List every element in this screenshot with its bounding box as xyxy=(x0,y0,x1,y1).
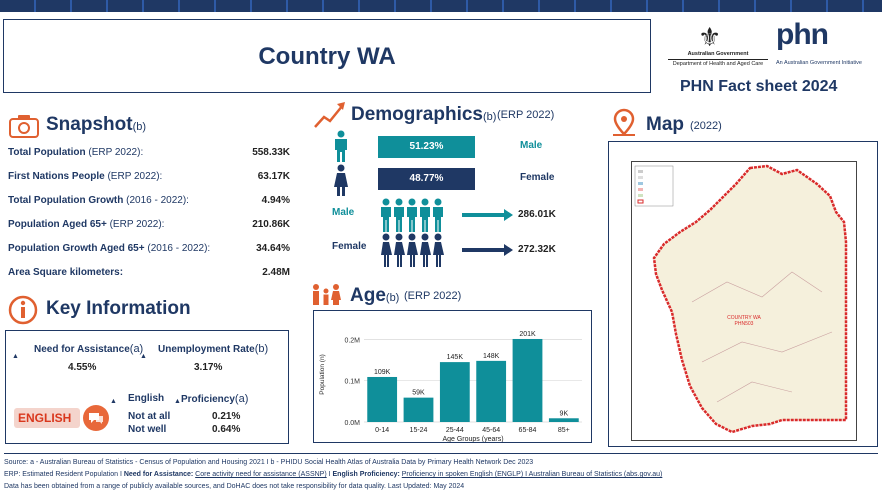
y-tick-label: 0.0M xyxy=(344,420,360,427)
female-label: Female xyxy=(520,172,555,183)
data-label: 201K xyxy=(519,331,536,338)
map-note: (2022) xyxy=(690,120,722,132)
age-bar-chart: 0.0M 0.1M 0.2M Population (n) 109K 0-14 59K 15-… xyxy=(319,331,582,443)
assnp-link[interactable]: Core activity need for assistance (ASSNP… xyxy=(195,471,327,478)
triangle-icon: ▲ xyxy=(140,353,147,360)
y-axis-label: Population (n) xyxy=(319,354,326,394)
footer-disclaimer-line: Data has been obtained from a range of p… xyxy=(4,483,465,490)
page-title: Country WA xyxy=(258,43,396,70)
bar xyxy=(512,338,543,422)
y-tick-label: 0.1M xyxy=(344,379,360,386)
footer-divider xyxy=(4,453,878,454)
data-label: 9K xyxy=(560,410,569,417)
map-pin-icon xyxy=(613,108,635,136)
government-crest-logo: ⚜ Australian Government Department of He… xyxy=(668,22,768,70)
bar xyxy=(403,397,434,422)
family-icon xyxy=(313,284,341,305)
trend-chart-icon xyxy=(314,102,345,128)
female-group-icon xyxy=(381,233,444,267)
female-person-icon xyxy=(334,164,348,196)
not-at-all-label: Not at all xyxy=(128,411,171,422)
info-icon xyxy=(8,295,38,325)
english-badge-text: ENGLISH xyxy=(18,411,72,425)
age-chart-box: 0.0M 0.1M 0.2M Population (n) 109K 0-14 59K 15-… xyxy=(313,310,592,443)
x-tick-label: 15-24 xyxy=(410,427,428,434)
englp-link[interactable]: Proficiency in spoken English (ENGLP) I … xyxy=(401,471,663,478)
female-count-label: Female xyxy=(332,241,367,252)
not-well-label: Not well xyxy=(128,424,167,435)
male-count-value: 286.01K xyxy=(518,209,556,220)
x-tick-label: 65-84 xyxy=(519,427,537,434)
english-column-header: English xyxy=(128,393,165,404)
y-tick-label: 0.2M xyxy=(344,337,360,344)
male-count-label: Male xyxy=(332,207,355,218)
data-label: 109K xyxy=(374,369,391,376)
not-at-all-value: 0.21% xyxy=(212,411,241,422)
map-region-label: COUNTRY WA PHN503 xyxy=(727,315,761,327)
wa-map-image xyxy=(634,164,848,434)
unemployment-rate-label: Unemployment Rate(b) xyxy=(158,343,269,355)
need-for-assistance-value: 4.55% xyxy=(68,362,97,373)
male-percent-bar: 51.23% xyxy=(378,136,475,158)
x-tick-label: 0-14 xyxy=(375,427,389,434)
triangle-icon: ▲ xyxy=(110,398,117,405)
female-arrow-icon xyxy=(462,244,513,256)
x-tick-label: 85+ xyxy=(558,427,570,434)
x-axis-label: Age Groups (years) xyxy=(442,436,503,442)
bar xyxy=(476,360,507,422)
male-group-icon xyxy=(381,198,443,232)
gov-line1: Australian Government xyxy=(687,51,749,57)
key-information-title: Key Information xyxy=(46,298,191,319)
key-information-box: ▲ Need for Assistance(a) 4.55% ▲ Unemplo… xyxy=(5,330,289,444)
map-frame: COUNTRY WA PHN503 xyxy=(608,141,878,447)
not-well-value: 0.64% xyxy=(212,424,241,435)
need-for-assistance-label: Need for Assistance(a) xyxy=(34,343,144,355)
english-badge: ENGLISH xyxy=(14,408,80,428)
top-banner xyxy=(0,0,882,12)
speech-bubble-icon xyxy=(83,405,109,431)
age-note: (ERP 2022) xyxy=(404,290,462,302)
x-tick-label: 25-44 xyxy=(446,427,464,434)
triangle-icon: ▲ xyxy=(174,398,181,405)
crest-icon: ⚜ xyxy=(698,22,722,52)
unemployment-rate-value: 3.17% xyxy=(194,362,223,373)
male-arrow-icon xyxy=(462,209,513,221)
title-box: Country WA xyxy=(3,19,651,93)
phn-logo-subtitle: An Australian Government Initiative xyxy=(776,60,862,66)
data-label: 148K xyxy=(483,353,500,360)
female-percent-bar: 48.77% xyxy=(378,168,475,190)
camera-icon xyxy=(9,115,39,138)
factsheet-title: PHN Fact sheet 2024 xyxy=(680,78,838,95)
demographics-note: (ERP 2022) xyxy=(497,109,555,121)
gov-line2: Department of Health and Aged Care xyxy=(668,59,768,67)
footer-source-line: Source: a - Australian Bureau of Statist… xyxy=(4,459,534,466)
map-title: Map xyxy=(646,114,684,135)
male-label: Male xyxy=(520,140,543,151)
bar xyxy=(439,362,470,422)
proficiency-column-header: Proficiency(a) xyxy=(181,393,249,405)
snapshot-title: Snapshot(b) xyxy=(46,114,147,135)
demographics-title: Demographics(b) xyxy=(351,104,497,125)
footer-definitions-line: ERP: Estimated Resident Population I Nee… xyxy=(4,471,663,478)
bar xyxy=(367,376,398,422)
phn-logo: phn xyxy=(776,18,829,51)
triangle-icon: ▲ xyxy=(12,353,19,360)
data-label: 59K xyxy=(412,390,425,397)
male-person-icon xyxy=(335,130,347,162)
bar xyxy=(548,418,579,422)
female-count-value: 272.32K xyxy=(518,244,556,255)
map-canvas: COUNTRY WA PHN503 xyxy=(631,161,857,441)
x-tick-label: 45-64 xyxy=(482,427,500,434)
age-title: Age(b) xyxy=(350,285,400,306)
data-label: 145K xyxy=(447,354,464,361)
